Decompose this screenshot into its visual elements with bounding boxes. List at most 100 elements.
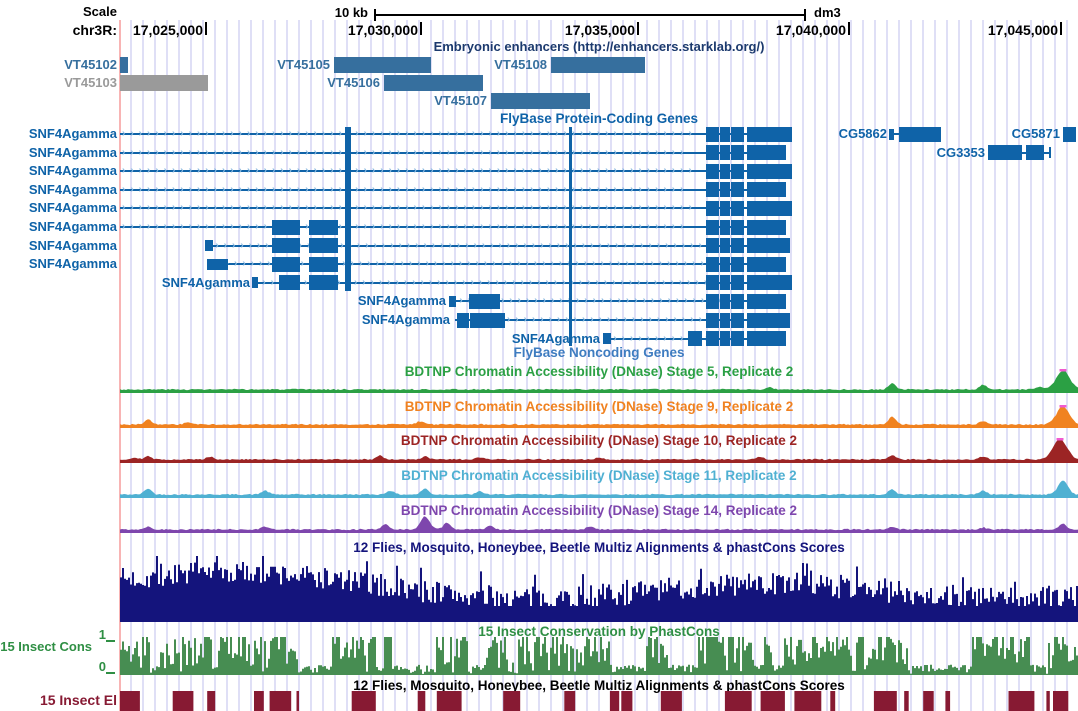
gene-label-row7[interactable]: SNF4Agamma [28,256,117,272]
gene-exon-CG3353-1[interactable] [1026,145,1044,161]
gene-label-CG3353[interactable]: CG3353 [936,144,985,160]
gene-cluster-exon-row11-1[interactable] [720,331,730,347]
gene-label-row6[interactable]: SNF4Agamma [28,237,117,253]
gene-label-row0[interactable]: SNF4Agamma [28,126,117,141]
gene-cluster-exon-row5-0[interactable] [706,219,719,235]
gene-utr-box-row11-0[interactable] [603,333,611,345]
gene-cluster-exon-row10-0[interactable] [706,312,719,328]
enhancer-label-VT45108[interactable]: VT45108 [494,57,547,72]
gene-exon-row9-0[interactable] [469,293,500,309]
bdtnp-signal-1[interactable] [120,403,1078,429]
gene-cluster-exon-row7-2[interactable] [731,256,744,272]
gene-label-row5[interactable]: SNF4Agamma [28,219,117,234]
gene-label-row8[interactable]: SNF4Agamma [161,274,250,290]
gene-intron-line-row4[interactable] [120,207,792,210]
gene-exon-CG3353-0[interactable] [988,145,1022,161]
gene-cluster-exon-row2-1[interactable] [720,163,730,179]
bdtnp-title-2[interactable]: BDTNP Chromatin Accessibility (DNase) St… [400,433,798,448]
bdtnp-signal-3[interactable] [120,473,1078,499]
gene-cluster-block-row5[interactable] [747,219,786,235]
multiz-histogram[interactable] [120,554,1078,622]
gene-cluster-exon-row8-0[interactable] [706,275,719,291]
enhancer-label-VT45102[interactable]: VT45102 [64,57,117,72]
gene-label-row2[interactable]: SNF4Agamma [28,163,117,179]
gene-cluster-block-row8[interactable] [747,275,792,291]
gene-cluster-exon-row2-2[interactable] [731,163,744,179]
gene-cluster-block-row11[interactable] [747,331,786,347]
gene-cluster-exon-row7-0[interactable] [706,256,719,272]
gene-cluster-exon-row3-2[interactable] [731,182,744,198]
enhancer-label-VT45106[interactable]: VT45106 [327,75,380,90]
gene-cluster-block-row6[interactable] [747,238,790,254]
gene-cluster-exon-row4-0[interactable] [706,200,719,216]
gene-exon-row10-0[interactable] [457,312,469,328]
gene-tall-exon[interactable] [345,127,351,291]
gene-cluster-exon-row6-0[interactable] [706,238,719,254]
phastcons-histogram[interactable] [120,637,1078,675]
gene-label-row1[interactable]: SNF4Agamma [28,144,117,160]
gene-exon-row7-1[interactable] [309,256,338,272]
gene-cluster-exon-row3-0[interactable] [706,182,719,198]
gene-intron-line-row1[interactable] [120,151,786,154]
gene-label-row10[interactable]: SNF4Agamma [361,312,450,327]
gene-utr-box-row9-0[interactable] [449,295,456,307]
enhancer-label-VT45107[interactable]: VT45107 [434,93,487,108]
bdtnp-signal-2[interactable] [120,438,1078,464]
gene-cluster-exon-row1-1[interactable] [720,145,730,161]
multiz-track-title[interactable]: 12 Flies, Mosquito, Honeybee, Beetle Mul… [353,540,845,555]
enhancer-label-VT45105[interactable]: VT45105 [277,57,330,72]
gene-utr-box-row6-0[interactable] [205,240,213,252]
bdtnp-title-1[interactable]: BDTNP Chromatin Accessibility (DNase) St… [404,399,794,414]
gene-cluster-block-row1[interactable] [747,145,786,161]
gene-cluster-exon-row1-2[interactable] [731,145,744,161]
gene-intron-line-row9[interactable] [449,300,786,303]
bdtnp-signal-4[interactable] [120,508,1078,534]
enhancer-box-VT45107[interactable] [491,93,590,109]
gene-exon-row11-0[interactable] [688,331,702,347]
gene-cluster-exon-row5-2[interactable] [731,219,744,235]
gene-cluster-exon-row4-1[interactable] [720,200,730,216]
bdtnp-title-4[interactable]: BDTNP Chromatin Accessibility (DNase) St… [400,503,798,518]
phastcons-track-title[interactable]: 15 Insect Conservation by PhastCons [478,624,720,639]
coding-genes-track-title[interactable]: FlyBase Protein-Coding Genes [499,111,699,126]
gene-utr-box-CG5862-0[interactable] [889,128,894,140]
gene-exon-row5-0[interactable] [272,219,300,235]
gene-intron-line-row0[interactable] [120,133,792,135]
gene-exon-row5-1[interactable] [309,219,338,235]
gene-cluster-exon-row8-1[interactable] [720,275,730,291]
gene-cluster-exon-row11-0[interactable] [706,331,719,347]
gene-cluster-exon-row9-0[interactable] [706,293,719,309]
enhancer-box-VT45103[interactable] [120,75,208,91]
gene-cluster-exon-row4-2[interactable] [731,200,744,216]
gene-cluster-block-row10[interactable] [747,312,790,328]
bdtnp-signal-0[interactable] [120,368,1078,394]
gene-cluster-block-row7[interactable] [747,256,786,272]
gene-intron-line-row7[interactable] [207,263,786,266]
gene-exon-row8-0[interactable] [279,275,300,291]
gene-cluster-exon-row6-2[interactable] [731,238,744,254]
bdtnp-title-0[interactable]: BDTNP Chromatin Accessibility (DNase) St… [404,364,794,379]
gene-intron-line-row8[interactable] [252,281,792,284]
gene-cluster-exon-row1-0[interactable] [706,145,719,161]
gene-label-CG5871[interactable]: CG5871 [1011,126,1060,141]
gene-label-row9[interactable]: SNF4Agamma [357,293,446,309]
gene-exon-row8-1[interactable] [309,275,338,291]
gene-intron-line-row5[interactable] [120,226,786,228]
noncoding-genes-track-title[interactable]: FlyBase Noncoding Genes [513,345,685,360]
gene-cluster-exon-row3-1[interactable] [720,182,730,198]
gene-cluster-exon-row11-2[interactable] [731,331,744,347]
gene-exon-row6-0[interactable] [272,238,300,254]
gene-cluster-exon-row9-2[interactable] [731,293,744,309]
gene-exon-CG5871-0[interactable] [1063,126,1076,142]
insect-elements-blocks[interactable] [120,691,1078,711]
gene-cluster-exon-row7-1[interactable] [720,256,730,272]
gene-intron-line-row3[interactable] [120,188,786,191]
gene-exon-row7-0[interactable] [272,256,300,272]
enhancer-box-VT45106[interactable] [384,75,483,91]
elements-left-label[interactable]: 15 Insect El [39,692,117,708]
phastcons-left-label[interactable]: 15 Insect Cons [0,639,92,654]
gene-cluster-block-row3[interactable] [747,182,786,198]
enhancer-box-VT45102[interactable] [120,57,128,73]
gene-label-CG5862[interactable]: CG5862 [838,126,887,141]
gene-intron-line-row6[interactable] [205,244,790,247]
